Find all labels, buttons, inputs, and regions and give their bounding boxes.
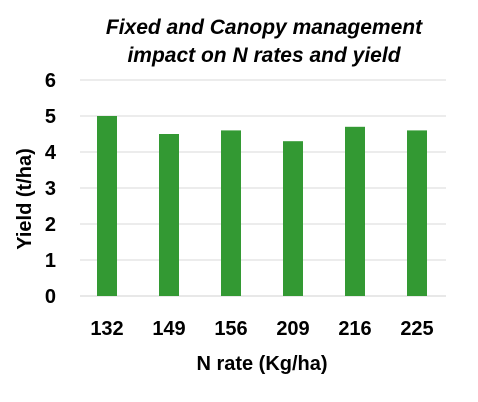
chart-title-line-1: Fixed and Canopy management [106,16,423,39]
bar-149 [159,134,179,296]
y-tick-label: 3 [45,178,56,200]
bar-132 [97,116,117,296]
bar-216 [345,126,365,296]
x-tick-label: 225 [400,318,433,340]
x-tick-label: 156 [214,318,247,340]
y-tick-label: 1 [45,250,56,272]
gridlines [80,79,446,297]
x-axis-ticks: 132 149 156 209 216 225 [90,318,433,340]
y-tick-label: 4 [45,142,57,164]
y-axis-ticks: 0 1 2 3 4 5 6 [45,70,57,308]
y-tick-label: 0 [45,286,56,308]
y-tick-label: 2 [45,214,56,236]
bar-209 [283,141,303,296]
bar-156 [221,130,241,296]
y-tick-label: 5 [45,106,56,128]
x-tick-label: 216 [338,318,371,340]
y-axis-label: Yield (t/ha) [14,148,36,249]
chart-title-line-2: impact on N rates and yield [127,44,401,67]
bars [97,116,427,296]
y-tick-label: 6 [45,70,56,92]
x-tick-label: 209 [276,318,309,340]
x-tick-label: 132 [90,318,123,340]
x-tick-label: 149 [152,318,185,340]
bar-225 [407,130,427,296]
x-axis-label: N rate (Kg/ha) [196,353,327,375]
